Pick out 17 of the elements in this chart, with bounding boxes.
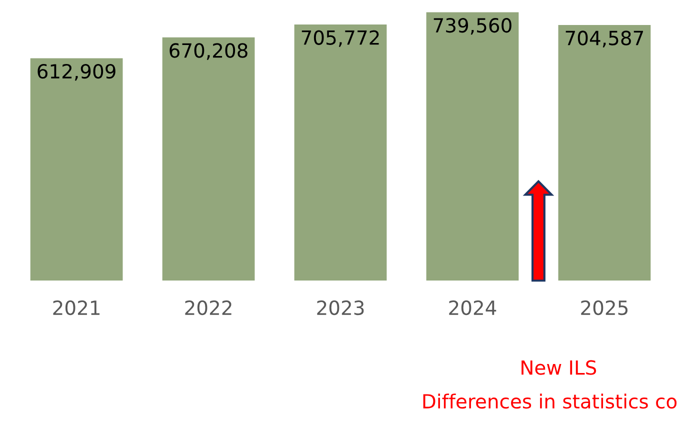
x-tick-label: 2024 [449, 300, 496, 316]
bar [558, 24, 651, 281]
data-label: 739,560 [434, 18, 512, 35]
bar [30, 58, 123, 281]
x-tick-label: 2025 [581, 300, 628, 316]
bar [162, 37, 255, 281]
x-tick-label: 2023 [317, 300, 364, 316]
bar [426, 12, 519, 281]
data-label: 670,208 [170, 43, 248, 60]
data-label: 704,587 [566, 30, 643, 48]
x-tick-label: 2021 [53, 300, 100, 316]
x-tick-label: 2022 [185, 300, 232, 316]
text: Differences in statistics co [423, 394, 677, 409]
bar [294, 24, 387, 281]
data-label: 612,909 [38, 64, 116, 81]
data-label: 705,772 [302, 30, 379, 47]
text: New ILS [522, 360, 596, 375]
